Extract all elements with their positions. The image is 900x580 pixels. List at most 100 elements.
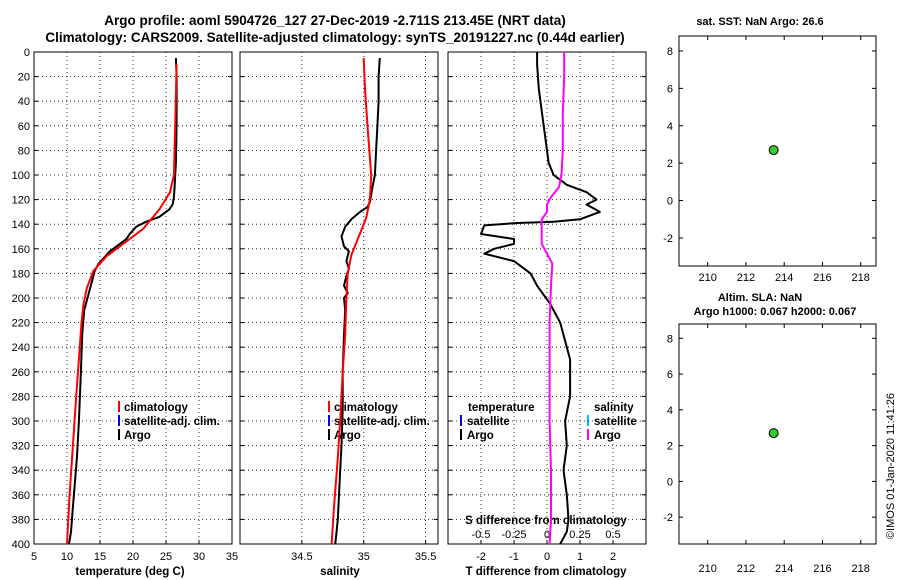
temperature-xtick-label: 25 [160, 551, 172, 563]
legend-label-satellite-adj: satellite-adj. clim. [334, 416, 430, 428]
depth-tick-label: 260 [12, 367, 30, 379]
depth-tick-label: 400 [12, 539, 30, 551]
depth-tick-label: 280 [12, 391, 30, 403]
difference-series-argo-salinity [540, 52, 566, 545]
depth-tick-label: 160 [12, 244, 30, 256]
temperature-series-argo [68, 58, 178, 545]
imos-watermark: ©IMOS 01-Jan-2020 11:41:26 [885, 393, 897, 539]
sla-xtick-label: 218 [852, 563, 870, 575]
depth-tick-label: 0 [24, 47, 30, 59]
sdiff-tick-label: -0.25 [501, 529, 526, 541]
salinity-series-climatology [330, 58, 373, 545]
difference-xtick-label: -1 [509, 551, 519, 563]
legend-label-climatology: climatology [334, 402, 399, 414]
temperature-series-climatology [66, 64, 178, 545]
sst-ytick-label: 4 [667, 121, 673, 133]
sla-ytick-label: -2 [663, 512, 673, 524]
sla-xtick-label: 214 [775, 563, 793, 575]
depth-tick-label: 220 [12, 318, 30, 330]
sla-ytick-label: 2 [667, 441, 673, 453]
depth-tick-label: 360 [12, 490, 30, 502]
depth-tick-label: 60 [18, 121, 30, 133]
sst-ytick-label: 6 [667, 83, 673, 95]
sla-xtick-label: 216 [813, 563, 831, 575]
difference-legend: temperature satellite Argo salinity sate… [460, 402, 637, 442]
sla-title-line-2: Argo h1000: 0.067 h2000: 0.067 [694, 306, 857, 318]
depth-tick-label: 140 [12, 219, 30, 231]
legend-label-argo: Argo [334, 430, 361, 442]
sla-ytick-label: 6 [667, 369, 673, 381]
legend-heading-temperature: temperature [468, 402, 534, 414]
difference-plot-layer: -2 -1 0 1 2 -0.5 -0.25 0 0.25 0.5 [448, 51, 646, 563]
sst-ytick-label: 2 [667, 158, 673, 170]
depth-tick-label: 300 [12, 416, 30, 428]
sst-xtick-label: 214 [775, 272, 793, 284]
legend-label-argo: Argo [124, 430, 151, 442]
depth-tick-label: 80 [18, 145, 30, 157]
depth-tick-label: 120 [12, 195, 30, 207]
sla-ytick-label: 4 [667, 405, 673, 417]
difference-x2label: S difference from climatology [465, 515, 627, 527]
sst-title: sat. SST: NaN Argo: 26.6 [696, 16, 823, 28]
salinity-xlabel: salinity [320, 566, 360, 578]
difference-xtick-label: -2 [476, 551, 486, 563]
difference-xtick-label: 2 [610, 551, 616, 563]
salinity-xtick-label: 35.5 [415, 551, 436, 563]
sst-ytick-label: 8 [667, 46, 673, 58]
sla-plot-layer: -2 0 2 4 6 8 210 212 214 216 218 [663, 324, 876, 575]
sla-argo-point [768, 428, 779, 439]
difference-series-argo-temperature [480, 52, 601, 545]
title-line-1: Argo profile: aoml 5904726_127 27-Dec-20… [104, 13, 565, 28]
difference-xlabel: T difference from climatology [465, 566, 627, 578]
temperature-xtick-label: 30 [193, 551, 205, 563]
sla-title-line-1: Altim. SLA: NaN [718, 292, 802, 304]
sst-plot-layer: -2 0 2 4 6 8 210 212 214 216 218 [663, 36, 876, 284]
sla-ytick-label: 8 [667, 333, 673, 345]
sst-ytick-label: 0 [667, 196, 673, 208]
legend-label-satellite-sal: satellite [594, 416, 637, 428]
legend-label-satellite-temp: satellite [467, 416, 510, 428]
temperature-xtick-label: 15 [94, 551, 106, 563]
legend-label-argo-sal: Argo [594, 430, 621, 442]
temperature-xtick-label: 5 [31, 551, 37, 563]
temperature-xtick-label: 20 [127, 551, 139, 563]
sst-xtick-label: 218 [852, 272, 870, 284]
depth-tick-label: 40 [18, 96, 30, 108]
sst-ytick-label: -2 [663, 233, 673, 245]
salinity-xtick-label: 34.5 [291, 551, 312, 563]
depth-tick-label: 200 [12, 293, 30, 305]
sst-xtick-label: 212 [737, 272, 755, 284]
salinity-series-argo [334, 58, 381, 545]
sdiff-tick-label: 0.25 [569, 529, 590, 541]
temperature-legend: climatology satellite-adj. clim. Argo [118, 401, 220, 442]
difference-xtick-label: 1 [577, 551, 583, 563]
sdiff-tick-label: 0 [544, 529, 550, 541]
sla-xtick-label: 212 [737, 563, 755, 575]
salinity-xtick-label: 35 [358, 551, 370, 563]
depth-tick-label: 380 [12, 514, 30, 526]
sla-ytick-label: 0 [667, 476, 673, 488]
salinity-plot-layer: 34.5 35 35.5 [240, 51, 438, 563]
legend-heading-salinity: salinity [594, 402, 634, 414]
sst-xtick-label: 216 [813, 272, 831, 284]
salinity-legend: climatology satellite-adj. clim. Argo [328, 401, 430, 442]
legend-label-climatology: climatology [124, 402, 189, 414]
temperature-plot-layer: 0 20 40 60 80 100 120 140 160 180 200 220 240 260 280 3… [12, 47, 238, 563]
difference-xtick-label: 0 [544, 551, 550, 563]
depth-tick-label: 100 [12, 170, 30, 182]
sst-xtick-label: 210 [699, 272, 717, 284]
depth-tick-label: 20 [18, 72, 30, 84]
sla-xtick-label: 210 [699, 563, 717, 575]
temperature-xlabel: temperature (deg C) [75, 566, 184, 578]
depth-tick-label: 340 [12, 465, 30, 477]
depth-tick-label: 320 [12, 441, 30, 453]
sdiff-tick-label: 0.5 [605, 529, 620, 541]
sdiff-tick-label: -0.5 [472, 529, 491, 541]
depth-tick-label: 240 [12, 342, 30, 354]
title-line-2: Climatology: CARS2009. Satellite-adjuste… [45, 30, 624, 45]
legend-label-argo-temp: Argo [467, 430, 494, 442]
temperature-xtick-label: 35 [226, 551, 238, 563]
depth-tick-label: 180 [12, 268, 30, 280]
sst-argo-point [768, 145, 779, 156]
